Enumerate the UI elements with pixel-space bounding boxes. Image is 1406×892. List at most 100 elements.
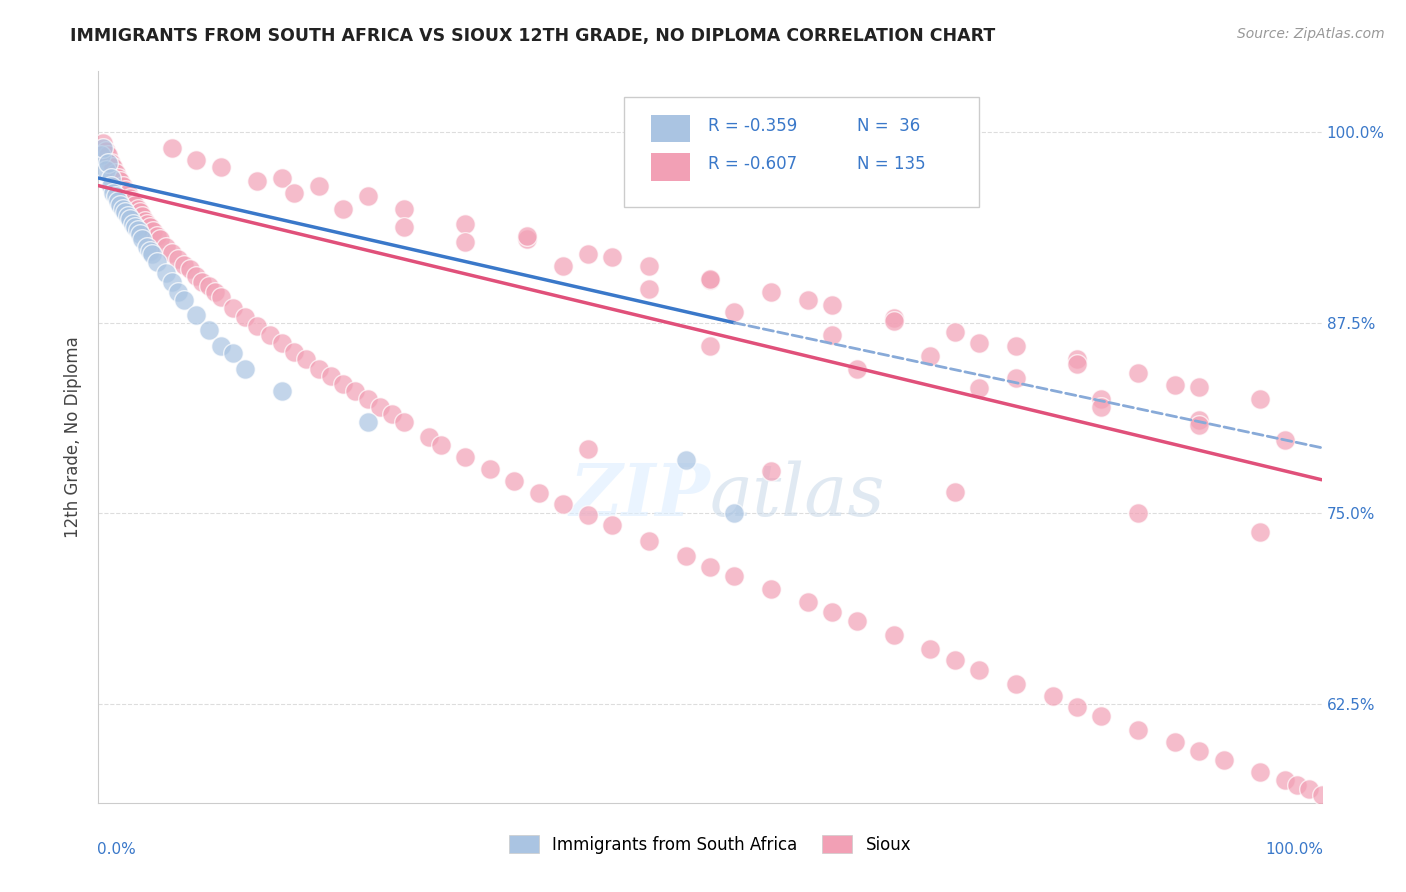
Point (356, 392, 378, 406)
Point (141, 247, 163, 261)
Point (600, 250, 623, 264)
Text: N =  36: N = 36 (856, 117, 920, 136)
Point (114, 183, 136, 197)
Point (120, 212, 142, 227)
Point (129, 227, 152, 242)
Point (943, 325, 966, 339)
Point (155, 266, 177, 280)
Point (821, 328, 844, 343)
Point (1090, 392, 1112, 406)
Point (920, 641, 942, 656)
Point (131, 232, 153, 246)
Point (699, 339, 721, 353)
Point (129, 204, 152, 219)
Point (204, 285, 226, 300)
Point (637, 533, 661, 548)
Point (1066, 357, 1088, 371)
Text: N = 135: N = 135 (856, 155, 925, 173)
Point (920, 349, 942, 363)
Point (100, 178, 122, 193)
Text: ZIP: ZIP (569, 460, 710, 531)
Point (186, 153, 208, 167)
Point (186, 308, 208, 322)
Point (120, 191, 142, 205)
Point (637, 260, 661, 274)
Point (131, 209, 153, 223)
Point (761, 285, 783, 300)
Point (943, 485, 966, 500)
Point (344, 384, 367, 399)
Point (845, 615, 868, 629)
Point (1004, 339, 1026, 353)
Point (967, 381, 990, 395)
Point (332, 202, 354, 216)
Text: IMMIGRANTS FROM SOUTH AFRICA VS SIOUX 12TH GRADE, NO DIPLOMA CORRELATION CHART: IMMIGRANTS FROM SOUTH AFRICA VS SIOUX 12… (70, 27, 995, 45)
Point (308, 361, 330, 376)
Point (146, 229, 169, 244)
Point (699, 273, 721, 287)
Point (821, 297, 844, 311)
Point (149, 232, 172, 246)
Point (600, 518, 623, 533)
Point (246, 174, 269, 188)
Point (167, 252, 190, 266)
Point (134, 213, 156, 227)
Point (392, 415, 416, 429)
Point (270, 171, 294, 186)
Point (356, 415, 378, 429)
Point (107, 171, 129, 186)
Point (209, 290, 232, 304)
Point (222, 301, 245, 315)
Point (675, 549, 697, 563)
Point (94, 163, 117, 178)
Point (527, 486, 550, 500)
Point (155, 239, 177, 253)
Text: R = -0.359: R = -0.359 (707, 117, 797, 136)
Point (503, 475, 526, 489)
Point (967, 335, 990, 350)
Point (1274, 433, 1296, 447)
Point (121, 217, 143, 231)
Point (1298, 782, 1320, 797)
Point (91, 136, 114, 150)
Point (100, 171, 122, 186)
Point (110, 174, 132, 188)
Point (553, 260, 575, 274)
Point (173, 293, 195, 307)
Point (160, 275, 183, 289)
Point (139, 219, 162, 234)
Point (283, 344, 305, 359)
Point (104, 166, 127, 180)
Point (675, 453, 697, 467)
Point (1090, 709, 1112, 723)
Point (723, 568, 745, 582)
Point (723, 305, 745, 319)
Point (124, 198, 146, 212)
Point (107, 194, 129, 208)
Point (1128, 723, 1150, 737)
Point (454, 217, 477, 231)
Point (332, 376, 354, 391)
Point (160, 140, 183, 154)
Point (1249, 765, 1271, 780)
Point (1188, 417, 1211, 432)
Point (191, 275, 214, 289)
Point (1066, 352, 1088, 367)
Point (883, 628, 905, 642)
Point (368, 400, 391, 414)
Point (1188, 744, 1211, 758)
Point (117, 186, 139, 201)
Point (1212, 753, 1234, 767)
Point (308, 178, 330, 193)
Point (1310, 788, 1333, 802)
Point (139, 244, 162, 259)
Point (124, 219, 146, 234)
Point (454, 450, 477, 464)
Point (761, 464, 783, 478)
Point (233, 310, 256, 324)
Point (209, 339, 232, 353)
Point (270, 335, 294, 350)
Point (430, 438, 453, 452)
Point (515, 229, 537, 244)
Point (101, 161, 124, 175)
